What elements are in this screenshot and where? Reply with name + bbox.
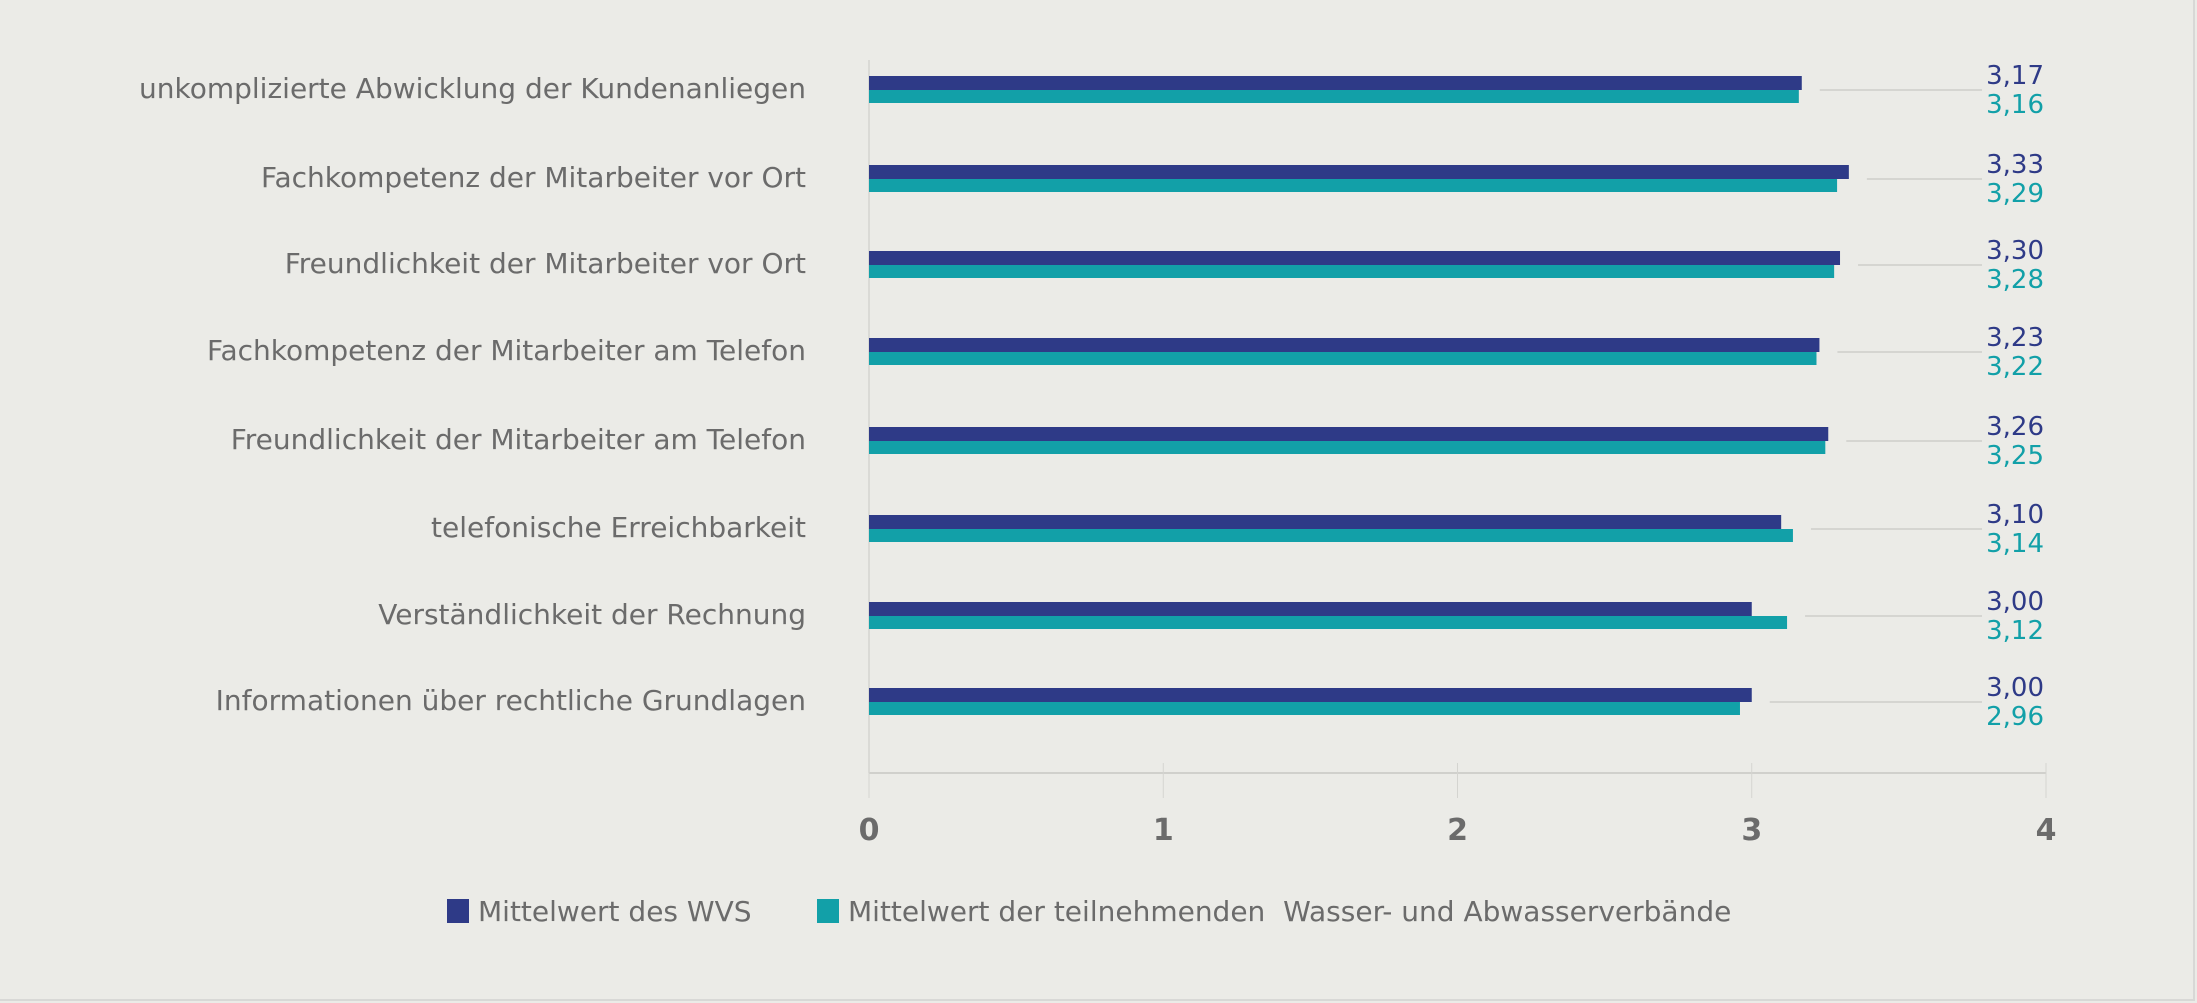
bar-wvs: [869, 165, 1849, 179]
value-label-verbaende: 3,14: [1986, 529, 2044, 559]
category-label: Freundlichkeit der Mitarbeiter vor Ort: [285, 247, 806, 280]
bar-verbaende: [869, 529, 1793, 542]
value-label-verbaende: 3,29: [1986, 179, 2044, 209]
value-label-verbaende: 3,12: [1986, 616, 2044, 646]
bar-verbaende: [869, 441, 1826, 454]
x-tick-label: 3: [1741, 813, 1762, 848]
category-label: Verständlichkeit der Rechnung: [378, 598, 806, 631]
value-label-wvs: 3,00: [1986, 673, 2044, 703]
category-label: telefonische Erreichbarkeit: [431, 511, 806, 544]
x-tick-label: 0: [859, 813, 880, 848]
value-label-verbaende: 3,28: [1986, 265, 2044, 295]
bar-verbaende: [869, 352, 1817, 365]
x-tick-label: 4: [2036, 813, 2057, 848]
value-label-wvs: 3,10: [1986, 500, 2044, 530]
bar-verbaende: [869, 702, 1740, 715]
value-label-verbaende: 2,96: [1986, 702, 2044, 732]
value-label-wvs: 3,00: [1986, 587, 2044, 617]
value-label-wvs: 3,33: [1986, 150, 2044, 180]
bar-wvs: [869, 338, 1820, 352]
value-label-wvs: 3,26: [1986, 412, 2044, 442]
legend-swatch-verbaende: [817, 899, 839, 923]
bar-wvs: [869, 602, 1752, 616]
value-label-wvs: 3,17: [1986, 61, 2044, 91]
category-label: Freundlichkeit der Mitarbeiter am Telefo…: [231, 423, 806, 456]
category-label: Fachkompetenz der Mitarbeiter am Telefon: [207, 334, 806, 367]
bar-wvs: [869, 251, 1841, 265]
legend-swatch-wvs: [447, 899, 469, 923]
x-tick-label: 1: [1153, 813, 1174, 848]
value-label-verbaende: 3,22: [1986, 352, 2044, 382]
bar-wvs: [869, 515, 1782, 529]
bar-verbaende: [869, 179, 1838, 192]
bar-verbaende: [869, 616, 1788, 629]
bar-verbaende: [869, 265, 1835, 278]
category-label: unkomplizierte Abwicklung der Kundenanli…: [139, 72, 806, 105]
value-label-wvs: 3,30: [1986, 236, 2044, 266]
category-label: Informationen über rechtliche Grundlagen: [216, 684, 806, 717]
category-label: Fachkompetenz der Mitarbeiter vor Ort: [261, 161, 806, 194]
x-tick-label: 2: [1447, 813, 1468, 848]
bar-wvs: [869, 427, 1829, 441]
value-label-wvs: 3,23: [1986, 323, 2044, 353]
value-label-verbaende: 3,25: [1986, 441, 2044, 471]
bar-wvs: [869, 76, 1802, 90]
legend-label-verbaende: Mittelwert der teilnehmenden Wasser- und…: [848, 895, 1731, 928]
legend-label-wvs: Mittelwert des WVS: [478, 895, 752, 928]
bar-verbaende: [869, 90, 1799, 103]
bar-wvs: [869, 688, 1752, 702]
value-label-verbaende: 3,16: [1986, 90, 2044, 120]
